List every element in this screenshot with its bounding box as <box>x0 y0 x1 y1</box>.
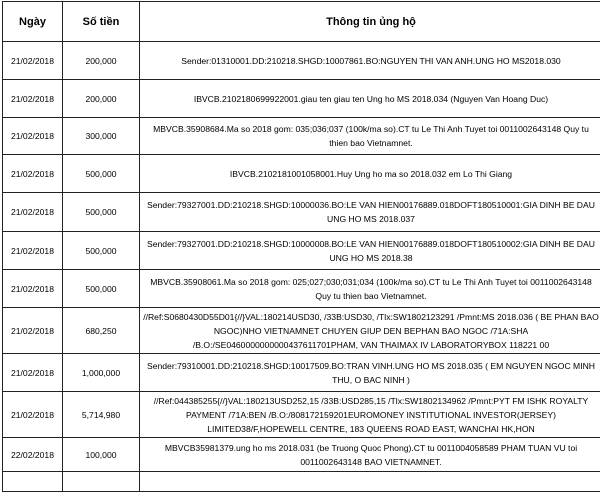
empty-cell <box>63 472 140 492</box>
amount-cell: 5,714,980 <box>63 392 140 438</box>
info-cell: Sender:01310001.DD:210218.SHGD:10007861.… <box>140 42 600 80</box>
info-cell: MBVCB35981379.ung ho ms 2018.031 (be Tru… <box>140 438 600 472</box>
empty-cell <box>140 472 600 492</box>
date-cell: 22/02/2018 <box>3 438 63 472</box>
date-cell: 21/02/2018 <box>3 308 63 354</box>
table-row-partial <box>3 472 600 492</box>
header-row: Ngày Số tiền Thông tin ủng hộ <box>3 2 600 42</box>
amount-cell: 500,000 <box>63 155 140 193</box>
info-cell: IBVCB.2102180699922001.giau ten giau ten… <box>140 80 600 118</box>
amount-cell: 680,250 <box>63 308 140 354</box>
info-cell: //Ref:044385255{//}VAL:180213USD252,15 /… <box>140 392 600 438</box>
date-cell: 21/02/2018 <box>3 392 63 438</box>
amount-cell: 200,000 <box>63 80 140 118</box>
header-date: Ngày <box>3 2 63 42</box>
date-cell: 21/02/2018 <box>3 270 63 308</box>
amount-cell: 100,000 <box>63 438 140 472</box>
date-cell: 21/02/2018 <box>3 155 63 193</box>
amount-cell: 500,000 <box>63 193 140 232</box>
date-cell: 21/02/2018 <box>3 232 63 270</box>
amount-cell: 300,000 <box>63 118 140 155</box>
info-cell: Sender:79327001.DD:210218.SHGD:10000036.… <box>140 193 600 232</box>
date-cell: 21/02/2018 <box>3 354 63 392</box>
amount-cell: 500,000 <box>63 270 140 308</box>
info-cell: MBVCB.35908684.Ma so 2018 gom: 035;036;0… <box>140 118 600 155</box>
date-cell: 21/02/2018 <box>3 80 63 118</box>
date-cell: 21/02/2018 <box>3 193 63 232</box>
info-cell: Sender:79327001.DD:210218.SHGD:10000008.… <box>140 232 600 270</box>
info-cell: IBVCB.2102181001058001.Huy Ung ho ma so … <box>140 155 600 193</box>
amount-cell: 200,000 <box>63 42 140 80</box>
info-cell: MBVCB.35908061.Ma so 2018 gom: 025;027;0… <box>140 270 600 308</box>
date-cell: 21/02/2018 <box>3 118 63 155</box>
amount-cell: 500,000 <box>63 232 140 270</box>
empty-cell <box>3 472 63 492</box>
info-cell: Sender:79310001.DD:210218.SHGD:10017509.… <box>140 354 600 392</box>
date-cell: 21/02/2018 <box>3 42 63 80</box>
header-amount: Số tiền <box>63 2 140 42</box>
header-info: Thông tin ủng hộ <box>140 2 600 42</box>
amount-cell: 1,000,000 <box>63 354 140 392</box>
info-cell: //Ref:S0680430D55D01{//}VAL:180214USD30,… <box>140 308 600 354</box>
